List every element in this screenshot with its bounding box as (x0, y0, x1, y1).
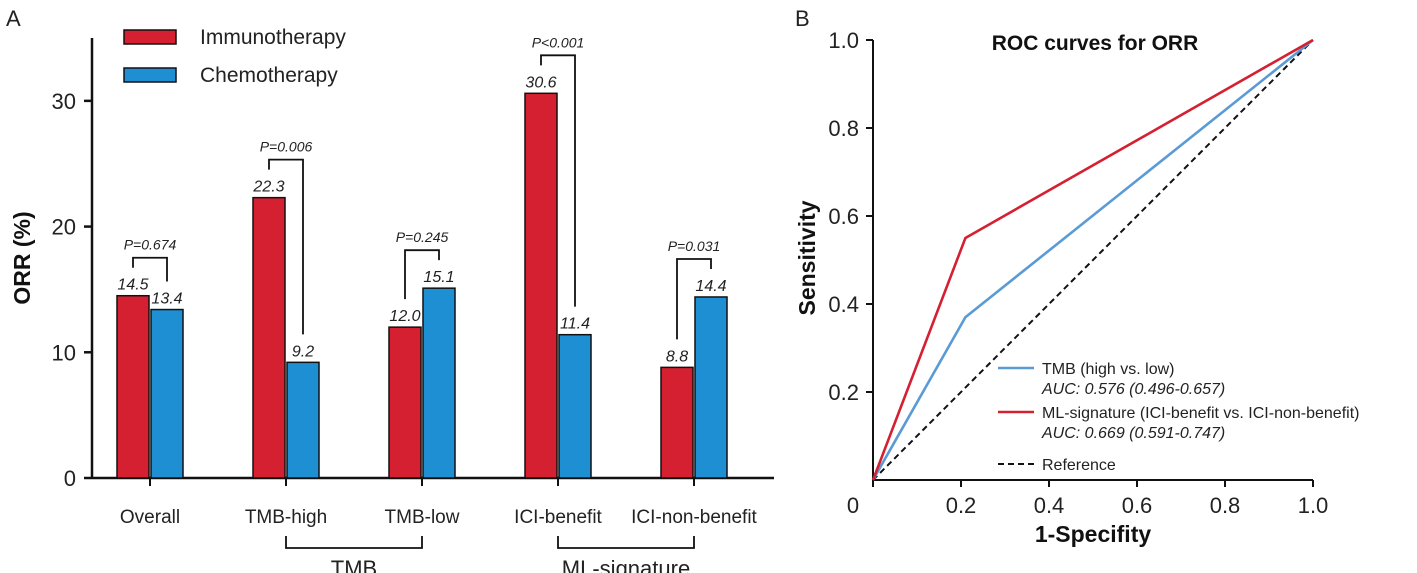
legend-label: Chemotherapy (200, 64, 338, 87)
bar-immunotherapy (660, 366, 694, 479)
roc-line-tmb (871, 38, 1314, 481)
bar-x-tick-label: ICI-non-benefit (631, 507, 757, 528)
data-label-chemotherapy: 9.2 (292, 343, 314, 360)
bar-y-tick-label: 30 (52, 89, 76, 114)
roc-line-ml-signature (871, 38, 1314, 481)
data-label-immunotherapy: 22.3 (252, 179, 284, 196)
bar-y-axis-title: ORR (%) (9, 211, 35, 304)
bar-chart: 0 10 20 30 14.513.4 Overall P=0.674 22.3 9.2 TMB-… (52, 26, 774, 573)
p-value-bracket (268, 158, 304, 335)
bar-x-tick-label: TMB-low (385, 507, 460, 528)
data-label-chemotherapy: 14.4 (695, 278, 726, 295)
bar-immunotherapy (252, 196, 286, 479)
p-value-bracket (132, 256, 168, 282)
roc-y-axis-title: Sensitivity (794, 200, 820, 315)
roc-legend-label: ML-signature (ICI-benefit vs. ICI-non-be… (1042, 405, 1359, 422)
data-label-immunotherapy: 12.0 (389, 308, 420, 325)
p-value-bracket (676, 258, 712, 340)
p-value-bracket (540, 54, 576, 307)
p-value-label: P<0.001 (532, 34, 585, 50)
roc-legend-auc: AUC: 0.669 (0.591-0.747) (1041, 425, 1225, 442)
roc-y-tick-label: 0.8 (828, 116, 859, 141)
roc-x-tick-label: 0.6 (1122, 493, 1153, 518)
p-value-label: P=0.245 (396, 229, 449, 245)
bar-y-tick-label: 20 (52, 215, 76, 240)
bar-immunotherapy (524, 92, 558, 479)
roc-x-tick-label: 0.2 (946, 493, 977, 518)
data-label-chemotherapy: 13.4 (151, 291, 182, 308)
bar-x-tick-label: Overall (120, 507, 180, 528)
roc-legend-auc: AUC: 0.576 (0.496-0.657) (1041, 381, 1225, 398)
group-bracket (557, 536, 695, 549)
bar-y-tick-label: 10 (52, 340, 76, 365)
panel-b-label: B (795, 6, 810, 31)
roc-x-tick-label: 0.8 (1210, 493, 1241, 518)
group-label: TMB (331, 556, 377, 573)
roc-x-tick-label: 0.4 (1034, 493, 1065, 518)
bar-immunotherapy (388, 326, 422, 479)
bar-chemotherapy (558, 333, 592, 479)
bar-x-tick-label: TMB-high (245, 507, 327, 528)
data-label-immunotherapy: 8.8 (666, 348, 688, 365)
p-value-bracket (404, 249, 440, 300)
roc-title: ROC curves for ORR (992, 32, 1199, 55)
bar-chemotherapy (422, 287, 456, 479)
data-label-chemotherapy: 11.4 (560, 316, 590, 333)
roc-y-tick-label: 1.0 (828, 28, 859, 53)
roc-legend-label: TMB (high vs. low) (1042, 361, 1174, 378)
roc-line-reference (872, 39, 1314, 481)
panel-a-label: A (6, 6, 21, 31)
p-value-label: P=0.006 (260, 139, 313, 155)
p-value-label: P=0.674 (124, 237, 177, 253)
roc-x-axis-title: 1-Specifity (1035, 521, 1152, 547)
roc-y-tick-label: 0.6 (828, 204, 859, 229)
data-label-chemotherapy: 15.1 (423, 269, 454, 286)
p-value-label: P=0.031 (668, 238, 721, 254)
bar-immunotherapy (116, 294, 150, 479)
data-label-immunotherapy: 30.6 (525, 74, 556, 91)
roc-y-tick-label: 0.2 (828, 380, 859, 405)
bar-y-tick-label: 0 (64, 466, 76, 491)
roc-x-tick-label: 0 (847, 493, 859, 518)
roc-x-tick-label: 1.0 (1298, 493, 1329, 518)
bar-chemotherapy (286, 361, 320, 479)
roc-chart: 0.2 0.4 0.6 0.8 1.0 0 0.2 0.4 0.6 0.8 1.0 TMB (high… (828, 28, 1359, 518)
group-label: ML-signature (562, 556, 690, 573)
data-label-immunotherapy: 14.5 (117, 277, 148, 294)
group-bracket (285, 536, 423, 549)
bar-chemotherapy (694, 296, 728, 479)
roc-y-tick-label: 0.4 (828, 292, 859, 317)
bar-chemotherapy (150, 308, 184, 479)
bar-x-tick-label: ICI-benefit (514, 507, 602, 528)
roc-legend-label: Reference (1042, 457, 1116, 474)
legend-swatch-immunotherapy (123, 29, 177, 45)
legend-label: Immunotherapy (200, 26, 346, 49)
legend-swatch-chemotherapy (123, 67, 177, 83)
